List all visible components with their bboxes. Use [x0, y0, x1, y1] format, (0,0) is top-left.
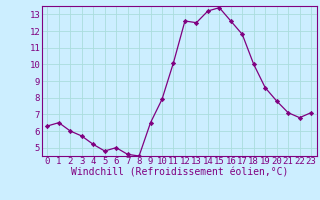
X-axis label: Windchill (Refroidissement éolien,°C): Windchill (Refroidissement éolien,°C): [70, 168, 288, 178]
